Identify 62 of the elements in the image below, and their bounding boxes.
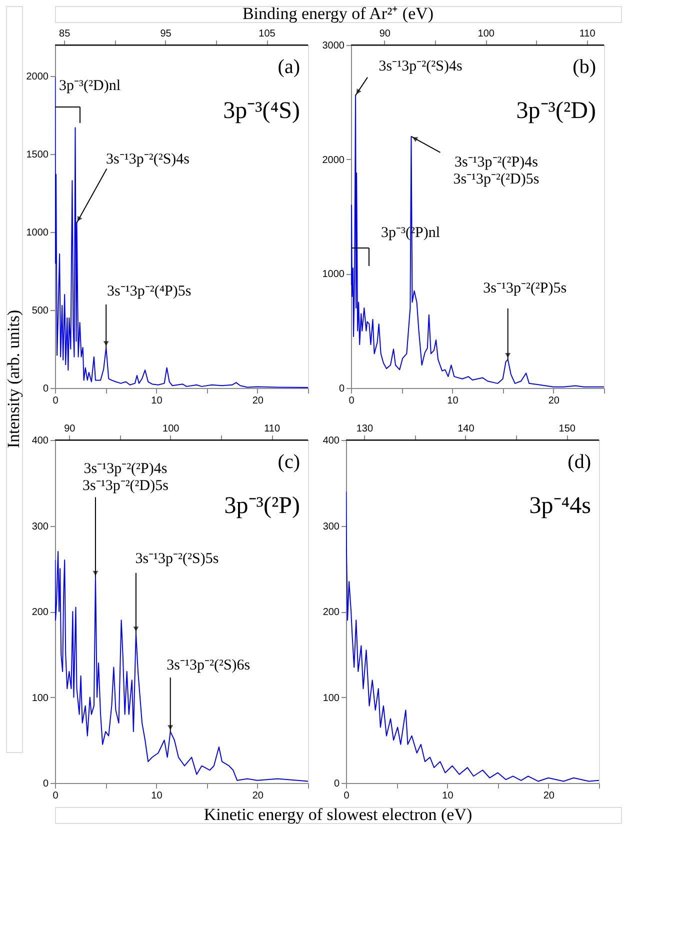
- y-tick-label: 0: [338, 384, 345, 394]
- x2-tick-label: 90: [379, 28, 391, 40]
- annotation: 3p⁻³(²P): [224, 493, 300, 519]
- annotation: 3s⁻¹3p⁻²(²S)5s: [135, 550, 219, 567]
- x-tick-label: 0: [52, 396, 59, 406]
- x2-tick-label: 95: [160, 28, 172, 40]
- x-tick-label: 0: [52, 790, 59, 802]
- x2-tick-label: 105: [258, 28, 276, 40]
- annotation: (a): [278, 56, 300, 78]
- y-tick-label: 2000: [26, 72, 49, 83]
- y-tick-label: 100: [32, 692, 49, 704]
- x-tick-label: 20: [252, 790, 264, 802]
- annotation: 3p⁻³(²D)nl: [59, 78, 120, 94]
- y-tick-label: 0: [334, 778, 340, 790]
- y-tick-label: 1000: [322, 269, 345, 280]
- y-tick-label: 1500: [26, 150, 49, 161]
- annotation: 3p⁻³(²D): [516, 98, 596, 124]
- annotation: 3s⁻¹3p⁻²(²P)4s 3s⁻¹3p⁻²(²D)5s: [82, 461, 169, 494]
- x-tick-label: 20: [252, 396, 264, 406]
- x2-tick-label: 110: [579, 28, 596, 40]
- annotation: 3p⁻⁴4s: [529, 493, 591, 519]
- x-tick-label: 10: [151, 790, 163, 802]
- annotation: 3s⁻¹3p⁻²(⁴P)5s: [106, 283, 192, 300]
- annotation: 3s⁻¹3p⁻²(²P)4s 3s⁻¹3p⁻²(²D)5s: [453, 154, 540, 188]
- x2-tick-label: 100: [478, 28, 495, 40]
- annotation: (d): [568, 451, 591, 473]
- x-tick-label: 10: [442, 790, 454, 802]
- x-axis-title: Kinetic energy of slowest electron (eV): [204, 805, 472, 824]
- x2-tick-label: 100: [162, 424, 180, 434]
- annotation: (c): [278, 451, 300, 473]
- y-tick-label: 400: [322, 436, 340, 446]
- x-tick-label: 10: [151, 396, 163, 406]
- annotation: 3s⁻¹3p⁻²(²S)4s: [106, 152, 190, 168]
- x2-tick-label: 140: [458, 424, 475, 434]
- x2-axis-title: Binding energy of Ar²⁺ (eV): [242, 4, 434, 23]
- y-tick-label: 0: [42, 384, 49, 394]
- x2-tick-label: 110: [264, 424, 280, 434]
- annotation: 3s⁻¹3p⁻²(²P)5s: [483, 280, 567, 296]
- y-tick-label: 200: [322, 607, 340, 618]
- x2-tick-label: 130: [356, 424, 374, 434]
- x-tick-label: 0: [348, 396, 355, 406]
- y-tick-label: 2000: [322, 154, 345, 166]
- x-tick-label: 20: [548, 396, 560, 406]
- annotation: (b): [572, 56, 596, 78]
- y-tick-label: 500: [32, 306, 49, 317]
- annotation: 3s⁻¹3p⁻²(²S)4s: [378, 58, 462, 74]
- y-tick-label: 1000: [26, 228, 49, 239]
- annotation: 3p⁻³(⁴S): [223, 98, 300, 124]
- y-tick-label: 200: [32, 607, 49, 618]
- annotation: 3s⁻¹3p⁻²(²S)6s: [166, 658, 250, 674]
- x2-tick-label: 150: [558, 424, 576, 434]
- y-tick-label: 0: [42, 778, 49, 790]
- y-tick-label: 300: [32, 521, 49, 532]
- x2-tick-label: 90: [64, 424, 76, 434]
- y-tick-label: 300: [322, 521, 340, 532]
- x-tick-label: 10: [447, 396, 459, 406]
- y-tick-label: 100: [322, 692, 340, 704]
- y-tick-label: 3000: [322, 40, 345, 52]
- x-tick-label: 20: [543, 790, 555, 802]
- x2-tick-label: 85: [59, 28, 71, 40]
- y-axis-title: Intensity (arb. units): [4, 310, 23, 448]
- y-tick-label: 400: [32, 436, 49, 446]
